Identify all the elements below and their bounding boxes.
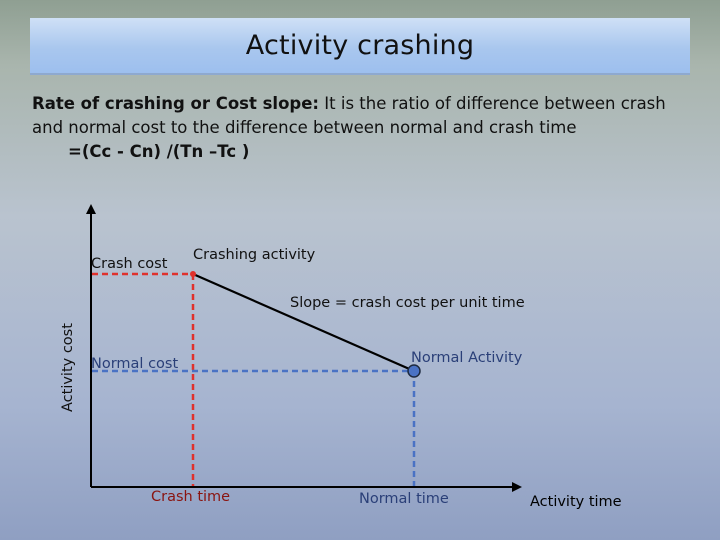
cost-slope-line — [192, 272, 415, 373]
x-axis-label: Activity time — [530, 494, 622, 510]
y-axis-label: Activity cost — [60, 323, 76, 412]
normal-activity-point — [407, 364, 421, 378]
slide-title: Activity crashing — [245, 30, 475, 61]
crash-cost-label: Crash cost — [91, 256, 168, 272]
definition-text: It is the ratio of difference between cr… — [32, 94, 666, 137]
normal-cost-label: Normal cost — [91, 356, 178, 372]
crashing-activity-label: Crashing activity — [193, 247, 316, 263]
definition-paragraph: Rate of crashing or Cost slope: It is th… — [32, 92, 692, 140]
slope-label: Slope = crash cost per unit time — [290, 295, 525, 311]
crash-point — [190, 271, 196, 277]
definition-term: Rate of crashing or Cost slope: — [32, 94, 320, 113]
slide-title-bar: Activity crashing — [30, 18, 690, 75]
cost-slope-formula: =(Cc - Cn) /(Tn –Tc ) — [68, 142, 250, 161]
normal-time-label: Normal time — [359, 491, 449, 507]
crash-time-label: Crash time — [151, 489, 230, 505]
normal-activity-label: Normal Activity — [411, 350, 523, 366]
